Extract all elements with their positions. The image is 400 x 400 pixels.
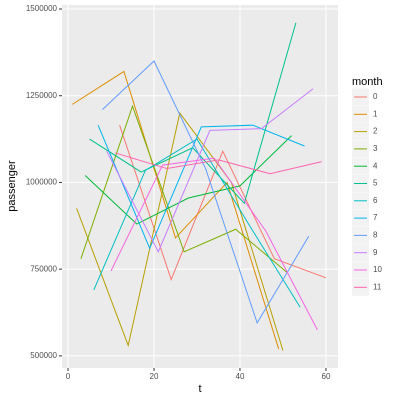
y-axis-label: passenger xyxy=(6,160,18,212)
series-line xyxy=(106,88,314,253)
x-tick-label: 0 xyxy=(66,372,71,381)
series-line xyxy=(110,157,318,331)
legend-label: 2 xyxy=(373,127,378,136)
series-line xyxy=(80,104,288,273)
y-tick-label: 1250000 xyxy=(26,91,58,100)
y-tick-label: 750000 xyxy=(30,264,57,273)
legend-label: 10 xyxy=(373,265,382,274)
series-line xyxy=(115,152,322,175)
series-line xyxy=(102,60,310,325)
x-tick-label: 20 xyxy=(150,372,159,381)
legend-label: 3 xyxy=(373,144,378,153)
series-line xyxy=(84,135,292,225)
legend-label: 8 xyxy=(373,231,378,240)
series-line xyxy=(76,111,284,351)
x-tick-label: 40 xyxy=(236,372,245,381)
y-tick-label: 1500000 xyxy=(26,4,58,13)
x-tick-label: 60 xyxy=(322,372,331,381)
legend-title: month xyxy=(352,76,383,88)
series-line xyxy=(93,138,301,308)
legend-label: 0 xyxy=(373,92,378,101)
x-axis-label: t xyxy=(198,383,201,395)
series-line xyxy=(72,70,280,350)
legend-label: 4 xyxy=(373,161,378,170)
series-line xyxy=(97,124,305,250)
y-tick-label: 1000000 xyxy=(26,178,58,187)
legend-label: 7 xyxy=(373,213,378,222)
legend-label: 5 xyxy=(373,179,378,188)
legend-label: 1 xyxy=(373,109,378,118)
y-tick-label: 500000 xyxy=(30,351,57,360)
legend-label: 6 xyxy=(373,196,378,205)
legend-label: 9 xyxy=(373,248,378,257)
legend-label: 11 xyxy=(373,282,382,291)
panel xyxy=(62,5,338,368)
